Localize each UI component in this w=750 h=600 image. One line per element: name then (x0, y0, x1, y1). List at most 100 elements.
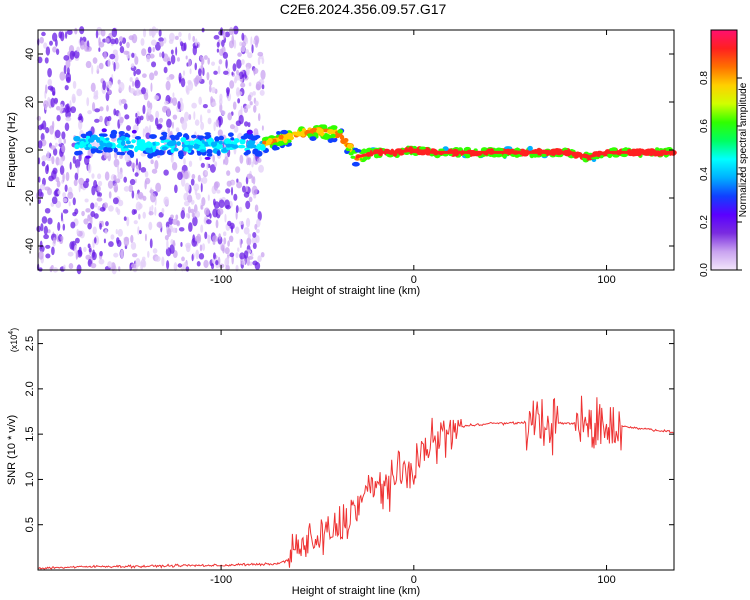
heatmap-cell (40, 223, 44, 232)
heatmap-cell (62, 192, 66, 198)
heatmap-cell (83, 218, 89, 225)
heatmap-cell (247, 52, 253, 59)
heatmap-cell (164, 234, 169, 241)
heatmap-cell (207, 57, 210, 65)
heatmap-cell (109, 53, 116, 60)
heatmap-cell (137, 191, 144, 200)
heatmap-cell (78, 120, 83, 131)
heatmap-cell (60, 31, 65, 42)
heatmap-cell (210, 141, 218, 147)
heatmap-cell (163, 196, 170, 206)
snr-multiplier-exp: 4 (8, 331, 15, 335)
heatmap-cell (541, 153, 547, 158)
heatmap-cell (226, 180, 232, 187)
snr-y-tick-label: 0.5 (24, 517, 36, 532)
snr-y-tick-label: 1.0 (24, 472, 36, 487)
heatmap-cell (299, 130, 305, 136)
heatmap-cell (120, 249, 124, 259)
heatmap-cell (207, 109, 211, 114)
heatmap-cell (198, 253, 205, 260)
heatmap-cell (210, 262, 215, 270)
heatmap-cell (103, 202, 108, 209)
snr-y-tick-label: 1.5 (24, 427, 36, 442)
heatmap-cell (176, 141, 181, 146)
snr-series-line (38, 395, 674, 570)
heatmap-cell (65, 116, 72, 122)
heatmap-cell (200, 143, 205, 148)
heatmap-cell (142, 73, 147, 78)
snr-y-label: SNR (10 * v/v) (6, 415, 18, 485)
colorbar-tick-label: 0.4 (699, 167, 710, 181)
heatmap-cell (199, 74, 202, 83)
heatmap-cell (527, 145, 533, 151)
heatmap-cell (226, 146, 231, 150)
heatmap-cell (118, 36, 124, 42)
heatmap-cell (200, 205, 204, 210)
colorbar-ticks: 0.0 0.2 0.4 0.6 0.8 (699, 71, 742, 277)
heatmap-cell (103, 238, 106, 244)
heatmap-cell (260, 252, 265, 258)
heatmap-cell (154, 255, 161, 262)
heatmap-cell (65, 58, 71, 69)
heatmap-cell (211, 101, 217, 107)
heatmap-cell (95, 89, 99, 98)
heatmap-cell (152, 248, 158, 254)
heatmap-cell (339, 134, 345, 141)
spectrogram-y-tick-label: -40 (24, 238, 36, 254)
heatmap-cell (175, 46, 178, 56)
heatmap-cell (90, 82, 96, 93)
heatmap-cell (60, 212, 64, 222)
heatmap-cell (190, 178, 195, 186)
heatmap-cell (64, 184, 68, 192)
heatmap-cell (142, 104, 146, 115)
heatmap-cell (37, 157, 41, 165)
heatmap-cell (254, 100, 259, 107)
snr-x-label: Height of straight line (km) (292, 585, 420, 597)
spectrogram-panel: -100 0 100 -40 -20 0 20 40 Height of straight … (6, 25, 677, 297)
heatmap-cell (141, 48, 147, 56)
heatmap-cell (170, 214, 174, 219)
heatmap-cell (150, 192, 156, 203)
heatmap-cell (142, 28, 147, 38)
heatmap-cell (66, 67, 70, 75)
heatmap-cell (115, 206, 119, 213)
heatmap-cell (223, 231, 227, 237)
heatmap-cell (252, 148, 259, 155)
heatmap-cell (65, 110, 71, 119)
heatmap-cell (85, 131, 91, 136)
snr-y-tick-label: 2.0 (24, 381, 36, 396)
heatmap-cell (247, 233, 252, 239)
heatmap-cell (123, 50, 130, 55)
heatmap-cell (126, 144, 134, 149)
heatmap-cell (161, 207, 165, 214)
heatmap-cell (212, 240, 216, 245)
heatmap-cell (88, 247, 92, 253)
heatmap-cell (152, 46, 155, 53)
heatmap-cell (136, 141, 144, 147)
heatmap-cell (84, 45, 90, 52)
heatmap-cell (115, 178, 121, 184)
heatmap-cell (113, 61, 116, 72)
spectrogram-y-tick-label: 0 (24, 147, 36, 153)
heatmap-cell (199, 156, 202, 161)
heatmap-cell (177, 150, 184, 157)
heatmap-cell (186, 189, 189, 197)
colorbar-tick-label: 0.8 (699, 71, 710, 85)
heatmap-cell (236, 59, 242, 69)
heatmap-cell (276, 130, 281, 136)
heatmap-cell (252, 231, 257, 238)
heatmap-cell (223, 70, 229, 75)
heatmap-cell (418, 146, 426, 150)
heatmap-cell (111, 27, 118, 38)
heatmap-cell (238, 206, 243, 213)
heatmap-cell (110, 234, 115, 240)
heatmap-cell (252, 91, 256, 96)
heatmap-cell (254, 135, 261, 139)
heatmap-cell (231, 35, 235, 44)
heatmap-cell (183, 158, 186, 165)
heatmap-cell (175, 214, 179, 221)
heatmap-cell (129, 178, 136, 186)
heatmap-cell (180, 77, 186, 88)
heatmap-cell (163, 37, 167, 44)
heatmap-cell (151, 204, 154, 212)
